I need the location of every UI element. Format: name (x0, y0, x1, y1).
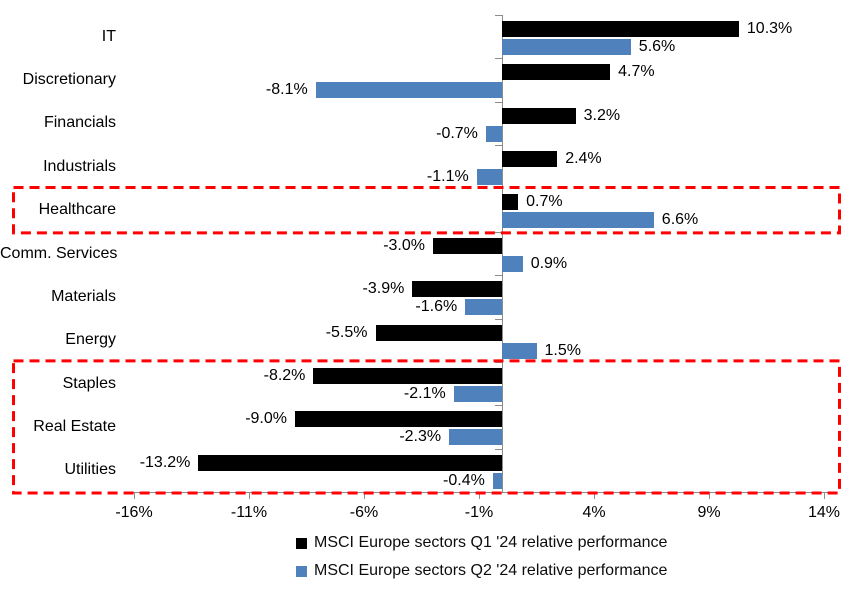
category-label-staples: Staples (62, 374, 116, 392)
value-axis-tick (134, 492, 135, 499)
bar-series2-financials (485, 125, 502, 142)
value-axis-tick (594, 492, 595, 499)
x-tick-label: 4% (582, 504, 606, 521)
data-label: -8.2% (263, 366, 306, 384)
bar-series1-staples (313, 367, 502, 384)
category-axis-tick (495, 58, 502, 59)
x-tick-label: 14% (807, 504, 841, 521)
category-axis-tick (495, 15, 502, 16)
category-axis-tick (495, 405, 502, 406)
legend-swatch-icon (296, 565, 307, 577)
data-label: 0.7% (526, 193, 563, 211)
bar-series2-utilities (492, 472, 502, 489)
category-axis-tick (495, 232, 502, 233)
bar-series2-staples (453, 385, 502, 402)
data-label: -0.7% (436, 124, 478, 142)
category-axis-line (502, 15, 503, 492)
x-tick-label: -11% (230, 504, 268, 521)
category-label-materials: Materials (51, 287, 116, 305)
value-axis-tick (824, 492, 825, 499)
category-axis-tick (495, 362, 502, 363)
category-label-utilities: Utilities (64, 461, 116, 479)
category-label-discretionary: Discretionary (22, 71, 116, 89)
category-axis-tick (495, 275, 502, 276)
bar-series1-materials (412, 281, 502, 298)
data-label: -0.4% (443, 471, 485, 489)
bar-series2-energy (502, 342, 537, 359)
legend-swatch-icon (296, 537, 307, 549)
bar-series2-real-estate (449, 429, 502, 446)
data-label: 0.9% (530, 254, 568, 272)
data-label: 3.2% (583, 106, 621, 124)
category-label-healthcare: Healthcare (38, 201, 116, 219)
bar-series1-discretionary (502, 64, 611, 81)
legend-item-q2: MSCI Europe sectors Q2 '24 relative perf… (296, 561, 667, 581)
value-axis-tick (479, 492, 480, 499)
data-label: 2.4% (565, 150, 602, 168)
data-label: -2.1% (403, 384, 446, 402)
bar-series1-industrials (502, 151, 558, 168)
bar-series2-discretionary (315, 82, 502, 99)
legend-label: MSCI Europe sectors Q1 '24 relative perf… (314, 534, 668, 551)
value-axis-tick (709, 492, 710, 499)
bar-series1-utilities (198, 454, 502, 471)
data-label: 4.7% (618, 63, 655, 81)
data-label: -1.1% (426, 168, 469, 186)
category-axis-tick (495, 188, 502, 189)
category-label-financials: Financials (43, 114, 116, 132)
legend-label: MSCI Europe sectors Q2 '24 relative perf… (314, 562, 668, 579)
bar-series1-financials (502, 107, 576, 124)
value-axis-line (132, 492, 833, 493)
data-label: 10.3% (746, 20, 793, 37)
data-label: 1.5% (544, 341, 581, 359)
data-label: 6.6% (661, 211, 699, 229)
data-label: -8.1% (265, 81, 308, 99)
category-axis-tick (495, 102, 502, 103)
bar-series1-comm-services (433, 237, 502, 254)
x-tick-label: -16% (115, 504, 153, 521)
x-tick-label: 9% (697, 504, 721, 521)
category-label-comm-services: Comm. Services (0, 244, 118, 262)
legend: MSCI Europe sectors Q1 '24 relative perf… (296, 533, 667, 581)
x-tick-label: -6% (349, 504, 379, 521)
category-label-it: IT (101, 27, 116, 45)
bar-series2-materials (465, 299, 502, 316)
category-label-real-estate: Real Estate (33, 417, 116, 435)
legend-item-q1: MSCI Europe sectors Q1 '24 relative perf… (296, 533, 667, 553)
data-label: -1.6% (415, 298, 458, 316)
category-axis-tick (495, 145, 502, 146)
bar-series2-healthcare (502, 212, 654, 229)
bar-series2-it (502, 39, 631, 55)
category-label-industrials: Industrials (43, 157, 116, 175)
bar-series1-energy (375, 324, 502, 341)
data-label: -3.9% (362, 280, 405, 298)
category-axis-tick (495, 319, 502, 320)
bar-series2-industrials (476, 169, 502, 186)
category-axis-tick (495, 449, 502, 450)
category-label-energy: Energy (65, 331, 116, 349)
bar-series1-it (502, 21, 739, 37)
data-label: -5.5% (325, 323, 368, 341)
data-label: -3.0% (383, 236, 425, 254)
data-label: -9.0% (245, 410, 287, 428)
data-label: 5.6% (638, 38, 676, 55)
data-label: -13.2% (139, 453, 191, 471)
bar-series1-real-estate (295, 411, 502, 428)
data-label: -2.3% (399, 428, 442, 446)
x-tick-label: -1% (464, 504, 494, 521)
value-axis-tick (249, 492, 250, 499)
bar-series2-comm-services (502, 255, 523, 272)
value-axis-tick (364, 492, 365, 499)
bar-series1-healthcare (502, 194, 519, 211)
